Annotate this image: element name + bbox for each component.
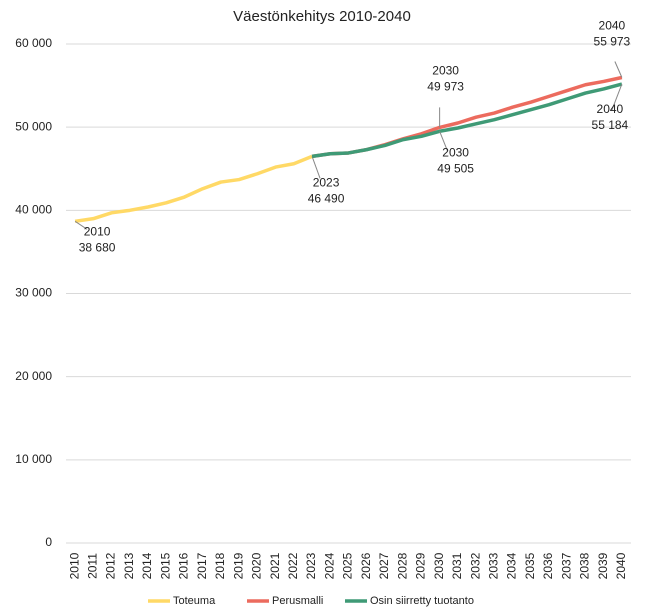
x-tick-label: 2020: [250, 552, 264, 579]
x-tick-label: 2012: [104, 552, 118, 579]
annotation-year: 2040: [597, 102, 624, 116]
y-tick-label: 50 000: [15, 119, 52, 133]
annotation-year: 2030: [432, 64, 459, 78]
x-tick-label: 2024: [322, 552, 336, 579]
x-tick-label: 2033: [486, 552, 500, 579]
data-label: 55 184: [592, 118, 629, 132]
x-tick-label: 2026: [359, 552, 373, 579]
x-tick-label: 2039: [596, 552, 610, 579]
x-tick-label: 2011: [86, 553, 100, 579]
leader-line: [611, 83, 623, 111]
x-tick-label: 2025: [341, 552, 355, 579]
leader-line: [311, 156, 321, 179]
x-tick-label: 2037: [559, 552, 573, 579]
x-tick-label: 2015: [158, 552, 172, 579]
x-tick-label: 2023: [304, 552, 318, 579]
x-tick-label: 2038: [578, 552, 592, 579]
annotation-year: 2023: [313, 176, 340, 190]
leader-line: [74, 220, 88, 230]
x-tick-label: 2040: [614, 552, 628, 579]
data-label: 49 973: [427, 80, 464, 94]
x-tick-label: 2035: [523, 552, 537, 579]
data-label: 38 680: [79, 240, 116, 254]
x-tick-label: 2032: [468, 552, 482, 579]
x-tick-label: 2014: [140, 552, 154, 579]
x-tick-label: 2030: [432, 552, 446, 579]
data-label: 49 505: [437, 161, 474, 175]
leader-line: [614, 61, 623, 78]
annotation-year: 2010: [84, 224, 111, 238]
y-tick-label: 0: [45, 535, 52, 549]
x-tick-label: 2018: [213, 552, 227, 579]
y-tick-label: 30 000: [15, 286, 52, 300]
legend-label: Toteuma: [173, 595, 216, 607]
x-tick-label: 2036: [541, 552, 555, 579]
x-tick-label: 2013: [122, 552, 136, 579]
x-tick-label: 2017: [195, 552, 209, 579]
x-tick-label: 2016: [177, 552, 191, 579]
leader-line: [439, 131, 449, 152]
legend-label: Osin siirretty tuotanto: [370, 595, 474, 607]
y-tick-label: 20 000: [15, 369, 52, 383]
x-tick-label: 2010: [67, 552, 81, 579]
x-tick-label: 2019: [231, 552, 245, 579]
x-tick-label: 2021: [268, 552, 282, 579]
x-tick-label: 2027: [377, 552, 391, 579]
series-line: [74, 154, 313, 224]
x-tick-label: 2028: [395, 552, 409, 579]
x-tick-label: 2034: [505, 552, 519, 579]
data-label: 46 490: [308, 192, 345, 206]
x-tick-label: 2022: [286, 552, 300, 579]
y-tick-label: 60 000: [15, 36, 52, 50]
chart-title: Väestönkehitys 2010-2040: [233, 8, 411, 25]
x-tick-label: 2029: [414, 552, 428, 579]
series-line: [311, 82, 623, 159]
x-tick-label: 2031: [450, 552, 464, 579]
annotation-year: 2030: [442, 145, 469, 159]
legend-label: Perusmalli: [272, 595, 323, 607]
y-tick-label: 40 000: [15, 203, 52, 217]
data-label: 55 973: [594, 35, 631, 49]
annotation-year: 2040: [599, 19, 626, 33]
y-tick-label: 10 000: [15, 452, 52, 466]
